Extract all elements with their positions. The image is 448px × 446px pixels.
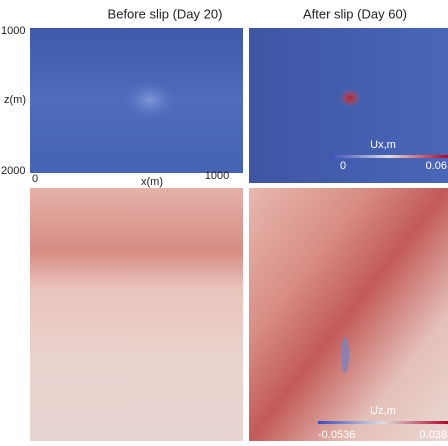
colorbar (318, 421, 448, 424)
colorbar-label: Uz,m (370, 405, 396, 417)
z-tick-label: 2000 (1, 165, 25, 177)
panel-uz-after (249, 188, 448, 441)
feature (120, 78, 180, 122)
x-tick-label: 1000 (205, 170, 229, 182)
colorbar-min: 0 (340, 160, 346, 172)
colorbar-max: 0.038 (419, 429, 447, 441)
panel-uz-before (30, 188, 243, 441)
colorbar-min: -0.0536 (318, 429, 355, 441)
z-axis-label: z(m) (4, 94, 26, 106)
panel-title: Before slip (Day 20) (108, 6, 223, 21)
x-tick-label: 0 (32, 173, 38, 185)
colorbar-label: Ux,m (370, 139, 396, 151)
colorbar-max: 0.06 (426, 160, 447, 172)
feature (341, 337, 349, 373)
panel-title: After slip (Day 60) (303, 6, 407, 21)
feature (338, 88, 362, 108)
colorbar (330, 155, 448, 158)
x-axis-label: x(m) (141, 176, 163, 188)
z-tick-label: 1000 (1, 25, 25, 37)
